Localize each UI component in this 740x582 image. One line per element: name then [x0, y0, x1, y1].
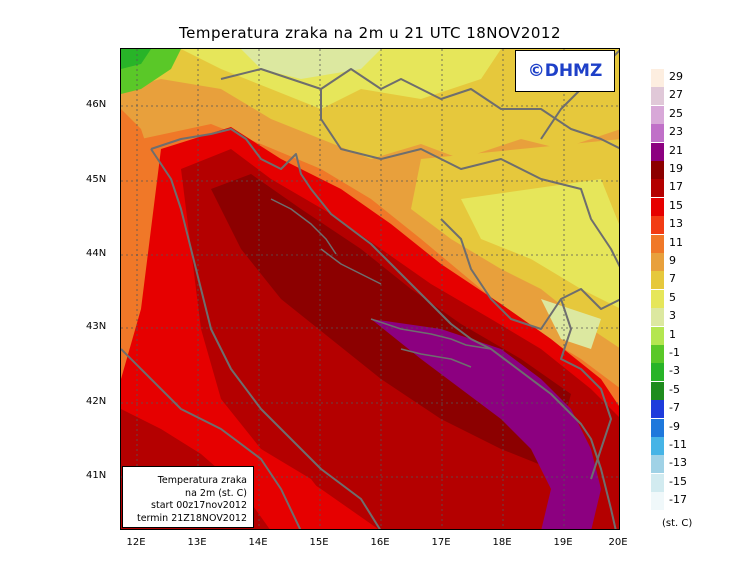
legend-swatch	[651, 197, 664, 216]
legend-value: 1	[669, 327, 676, 341]
dhmz-logo-box: ©DHMZ	[515, 50, 615, 92]
coastlines	[121, 49, 619, 529]
lon-label-20e: 20E	[608, 537, 628, 548]
legend-swatch	[651, 473, 664, 492]
legend-swatch	[651, 437, 664, 455]
legend-value: 27	[669, 88, 683, 102]
legend-unit: (st. C)	[662, 518, 693, 529]
field-italy-south	[121, 249, 141, 329]
temperature-field	[121, 49, 619, 529]
legend-swatch	[651, 308, 664, 327]
legend-value: -9	[669, 419, 680, 433]
legend-value: 7	[669, 272, 676, 286]
lon-label-14e: 14E	[248, 537, 268, 548]
legend-swatch	[651, 69, 664, 87]
legend-swatch	[651, 105, 664, 124]
lon-label-15e: 15E	[309, 537, 329, 548]
map-title: Temperatura zraka na 2m u 21 UTC 18NOV20…	[178, 24, 561, 42]
legend-swatch	[651, 216, 664, 235]
field-colder-corner	[121, 49, 151, 69]
legend-swatch	[651, 345, 664, 363]
legend-swatch	[651, 381, 664, 400]
legend-swatch	[651, 363, 664, 382]
legend-swatch	[651, 142, 664, 161]
legend-value: 23	[669, 125, 683, 139]
graticule	[121, 49, 619, 529]
lat-label-46n: 46N	[86, 99, 107, 110]
dhmz-logo-text: ©DHMZ	[527, 61, 603, 81]
info-line-2: na 2m (st. C)	[185, 487, 247, 499]
lat-label-45n: 45N	[86, 174, 107, 185]
legend-swatch	[651, 234, 664, 253]
legend-swatch	[651, 418, 664, 437]
legend-swatch	[651, 161, 664, 179]
lat-label-43n: 43N	[86, 321, 107, 332]
legend-value: 9	[669, 254, 676, 267]
legend-value: 29	[669, 70, 683, 83]
legend-value: -7	[669, 401, 680, 415]
legend-swatch	[651, 253, 664, 271]
legend-value: -17	[669, 493, 687, 507]
field-21c-sea	[371, 319, 601, 529]
legend-swatch	[651, 179, 664, 198]
legend-value: 25	[669, 106, 683, 120]
legend-swatch	[651, 492, 664, 511]
legend-swatch	[651, 124, 664, 143]
lat-label-42n: 42N	[86, 396, 107, 407]
field-italy-coast	[121, 109, 151, 249]
lat-label-41n: 41N	[86, 470, 107, 481]
info-line-1: Temperatura zraka	[157, 475, 247, 486]
legend-swatch	[651, 455, 664, 474]
legend-swatch	[651, 271, 664, 290]
legend-value: 5	[669, 290, 676, 304]
legend-value: -11	[669, 438, 687, 451]
legend-value: 17	[669, 180, 683, 194]
legend-value: -1	[669, 346, 680, 359]
lon-label-12e: 12E	[126, 537, 146, 548]
field-5c-east	[461, 179, 619, 308]
legend-value: 15	[669, 198, 683, 212]
legend-value: 19	[669, 162, 683, 175]
legend-value: 11	[669, 235, 683, 249]
lat-label-44n: 44N	[86, 248, 107, 259]
legend-value: -5	[669, 382, 680, 396]
info-line-4: termin 21Z18NOV2012	[136, 512, 247, 524]
lon-label-17e: 17E	[431, 537, 451, 548]
legend-swatch	[651, 400, 664, 419]
legend-value: 21	[669, 143, 683, 157]
info-line-3: start 00z17nov2012	[151, 500, 247, 511]
field-3c-east	[541, 299, 601, 349]
legend-value: -3	[669, 364, 680, 378]
legend-value: -15	[669, 474, 687, 488]
temperature-map	[120, 48, 620, 530]
legend-swatch	[651, 326, 664, 345]
legend-swatch	[651, 289, 664, 308]
legend-value: 3	[669, 309, 676, 323]
legend-value: -13	[669, 456, 687, 470]
legend-value: 13	[669, 217, 683, 231]
lon-label-18e: 18E	[492, 537, 512, 548]
lon-label-19e: 19E	[553, 537, 573, 548]
info-box: Temperatura zraka na 2m (st. C) start 00…	[122, 466, 254, 528]
lon-label-16e: 16E	[370, 537, 390, 548]
legend-swatch	[651, 87, 664, 106]
lon-label-13e: 13E	[187, 537, 207, 548]
